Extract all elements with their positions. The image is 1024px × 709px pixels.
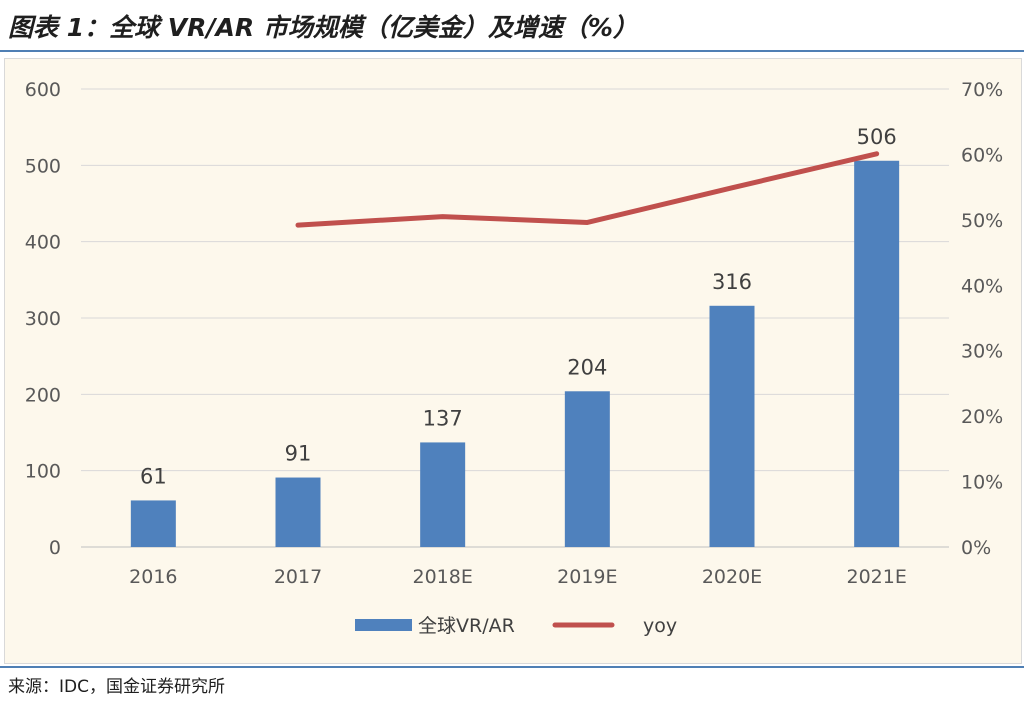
y-left-tick-label: 400 <box>25 232 61 254</box>
bar-data-label: 91 <box>285 442 312 466</box>
bar <box>564 391 610 547</box>
bar-data-label: 61 <box>140 464 167 488</box>
x-tick-label: 2016 <box>129 566 177 588</box>
legend-bar-label: 全球VR/AR <box>418 615 515 637</box>
bar-data-label: 316 <box>712 270 752 294</box>
x-tick-label: 2020E <box>702 566 762 588</box>
bar <box>420 442 466 547</box>
x-axis: 2016 2017 2018E 2019E 2020E 2021E <box>129 566 907 588</box>
y-right-tick-label: 50% <box>961 210 1003 232</box>
gridlines <box>81 88 949 548</box>
legend-bar-swatch <box>355 619 412 631</box>
bar <box>854 160 900 547</box>
bar-data-labels: 61 91 137 204 316 506 <box>140 125 897 489</box>
x-tick-label: 2018E <box>412 566 472 588</box>
bar-data-label: 506 <box>857 125 897 149</box>
y-left-tick-label: 500 <box>25 155 61 177</box>
y-right-tick-label: 40% <box>961 275 1003 297</box>
chart-svg: 0 100 200 300 400 500 600 0% 10% 20% 30% 40% 50% 60%… <box>25 79 1004 637</box>
x-tick-label: 2021E <box>846 566 906 588</box>
source-note: 来源：IDC，国金证券研究所 <box>8 677 225 697</box>
x-tick-label: 2017 <box>274 566 322 588</box>
y-left-tick-label: 100 <box>25 461 61 483</box>
y-right-tick-label: 70% <box>961 79 1003 101</box>
line-series <box>295 151 880 228</box>
y-left-tick-label: 0 <box>49 537 61 559</box>
y-left-tick-label: 200 <box>25 384 61 406</box>
bar-series <box>130 160 900 547</box>
y-right-tick-label: 20% <box>961 406 1003 428</box>
yoy-line <box>295 151 880 228</box>
bar <box>130 500 176 547</box>
y-left-tick-label: 600 <box>25 79 61 101</box>
y-right-tick-label: 0% <box>961 537 991 559</box>
y-right-tick-label: 10% <box>961 472 1003 494</box>
y-right-tick-label: 60% <box>961 144 1003 166</box>
bar-data-label: 137 <box>423 406 463 430</box>
footer-divider <box>0 666 1024 668</box>
bar <box>275 477 321 547</box>
legend-line-label: yoy <box>643 615 677 637</box>
y-axis-right: 0% 10% 20% 30% 40% 50% 60% 70% <box>961 79 1003 559</box>
legend: 全球VR/AR yoy <box>355 615 677 637</box>
title-divider <box>0 50 1024 52</box>
y-axis-left: 0 100 200 300 400 500 600 <box>25 79 61 559</box>
chart-area: 0 100 200 300 400 500 600 0% 10% 20% 30% 40% 50% 60%… <box>4 58 1022 664</box>
bar-data-label: 204 <box>567 355 607 379</box>
x-tick-label: 2019E <box>557 566 617 588</box>
figure-title: 图表 1：全球 VR/AR 市场规模（亿美金）及增速（%） <box>8 13 638 42</box>
y-right-tick-label: 30% <box>961 341 1003 363</box>
y-left-tick-label: 300 <box>25 308 61 330</box>
bar <box>709 305 755 547</box>
